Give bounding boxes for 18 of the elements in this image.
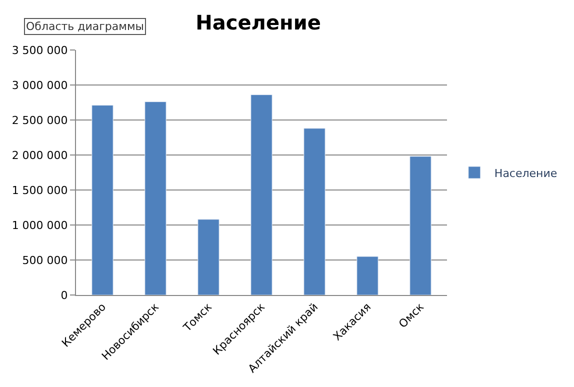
text: Область диаграммы [26, 20, 144, 33]
y-tick-label: 1 000 000 [12, 218, 68, 232]
legend-label: Население [494, 166, 558, 180]
y-tick-label: 2 000 000 [12, 148, 68, 162]
bar [144, 102, 166, 295]
y-tick-label: 2 500 000 [12, 114, 68, 127]
bar [410, 156, 432, 295]
bar [198, 219, 220, 295]
y-tick-label: 3 000 000 [12, 78, 68, 92]
bar [92, 105, 114, 295]
bar [356, 256, 378, 295]
y-tick-label: 3 500 000 [12, 44, 68, 57]
y-tick-label: 0 [60, 288, 68, 302]
bar [250, 94, 272, 295]
chart-title: Население [196, 10, 321, 34]
y-tick-label: 1 500 000 [12, 184, 68, 197]
y-tick-label: 500 000 [22, 254, 68, 267]
bar [304, 128, 326, 295]
